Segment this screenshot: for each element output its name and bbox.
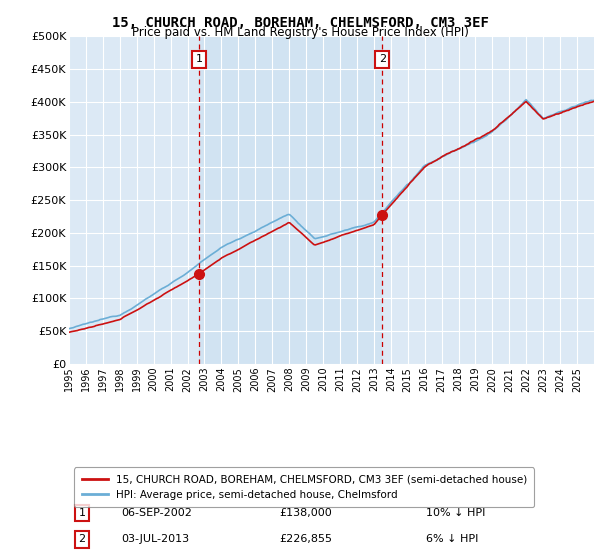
- Text: 2: 2: [79, 534, 86, 544]
- Text: Price paid vs. HM Land Registry's House Price Index (HPI): Price paid vs. HM Land Registry's House …: [131, 26, 469, 39]
- Legend: 15, CHURCH ROAD, BOREHAM, CHELMSFORD, CM3 3EF (semi-detached house), HPI: Averag: 15, CHURCH ROAD, BOREHAM, CHELMSFORD, CM…: [74, 468, 535, 507]
- Text: 06-SEP-2002: 06-SEP-2002: [121, 508, 193, 518]
- Text: £226,855: £226,855: [279, 534, 332, 544]
- Text: £138,000: £138,000: [279, 508, 332, 518]
- Text: 1: 1: [79, 508, 86, 518]
- Text: 6% ↓ HPI: 6% ↓ HPI: [426, 534, 478, 544]
- Bar: [199, 36, 382, 364]
- Text: 1: 1: [196, 54, 203, 64]
- Text: 10% ↓ HPI: 10% ↓ HPI: [426, 508, 485, 518]
- Text: 2: 2: [379, 54, 386, 64]
- Text: 03-JUL-2013: 03-JUL-2013: [121, 534, 190, 544]
- Text: 15, CHURCH ROAD, BOREHAM, CHELMSFORD, CM3 3EF: 15, CHURCH ROAD, BOREHAM, CHELMSFORD, CM…: [112, 16, 488, 30]
